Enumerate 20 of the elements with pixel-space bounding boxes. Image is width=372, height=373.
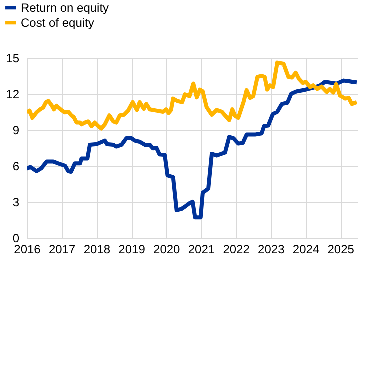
x-tick-label: 2021 [188,242,216,256]
x-tick-label: 2024 [292,242,320,256]
y-tick-label: 0 [12,232,20,246]
x-tick-label: 2018 [84,242,111,256]
y-tick-label: 12 [6,88,20,102]
y-tick-label: 6 [12,160,20,174]
legend-label: Return on equity [21,1,110,15]
line-series [27,60,358,131]
x-tick-label: 2016 [14,242,42,256]
line-series [27,78,358,220]
y-tick-label: 3 [12,196,20,210]
y-tick-label: 15 [6,52,20,66]
x-tick-label: 2023 [258,242,286,256]
x-tick-label: 2019 [118,242,146,256]
x-tick-label: 2020 [154,242,181,256]
legend-label: Cost of equity [21,16,94,30]
y-tick-label: 9 [12,124,20,138]
x-tick-label: 2025 [328,242,355,256]
x-tick-label: 2017 [48,242,76,256]
x-tick-label: 2022 [223,242,250,256]
